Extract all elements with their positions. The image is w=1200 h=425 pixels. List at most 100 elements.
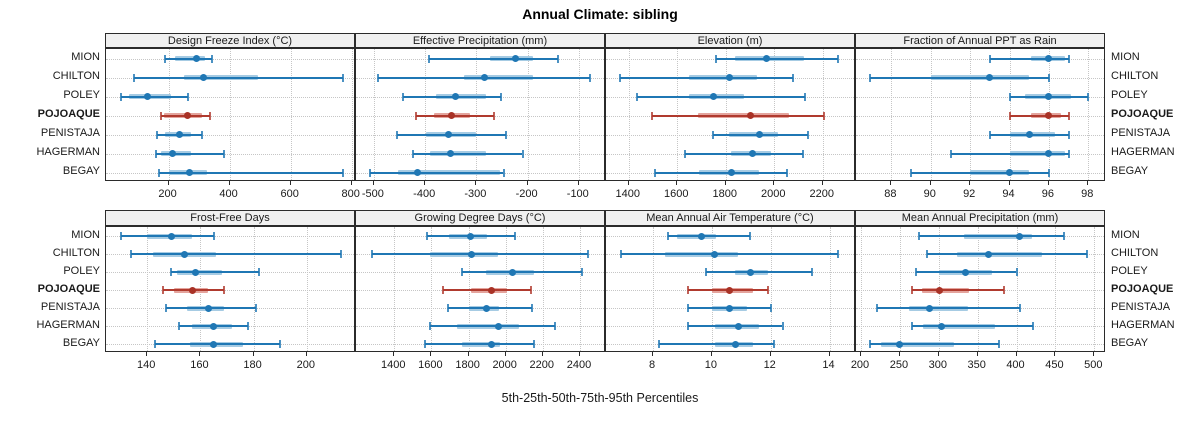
percentile-whisker-5-95: [424, 343, 535, 345]
median-dot-chilton: [181, 250, 188, 258]
vertical-gridline: [970, 49, 972, 180]
axis-tick-label: 500: [1084, 359, 1103, 371]
site-label-left-chilton: CHILTON: [52, 70, 100, 82]
whisker-cap-5th: [154, 340, 157, 348]
axis-tick: [467, 352, 469, 356]
horizontal-gridline: [856, 115, 1104, 117]
whisker-cap-5th: [619, 250, 622, 258]
whisker-cap-5th: [119, 232, 122, 240]
vertical-gridline: [891, 49, 893, 180]
whisker-cap-5th: [178, 322, 181, 330]
vertical-gridline: [1088, 49, 1090, 180]
axis-tick: [860, 352, 861, 356]
median-dot-mion: [167, 232, 175, 240]
vertical-gridline: [861, 227, 862, 351]
median-dot-poley: [143, 93, 151, 100]
whisker-cap-95th: [211, 54, 214, 63]
horizontal-gridline: [856, 96, 1104, 98]
horizontal-gridline: [856, 58, 1104, 60]
axis-tick: [305, 352, 307, 356]
site-label-right-begay: BEGAY: [1111, 165, 1149, 177]
vertical-gridline: [306, 227, 308, 351]
whisker-cap-95th: [556, 54, 559, 63]
vertical-gridline: [628, 49, 630, 180]
percentile-whisker-5-95: [448, 307, 532, 309]
site-label-left-chilton: CHILTON: [52, 246, 100, 259]
whisker-cap-5th: [687, 304, 690, 312]
whisker-cap-5th: [868, 73, 871, 82]
whisker-cap-5th: [442, 286, 445, 294]
median-dot-pojoaque: [936, 286, 943, 294]
axis-tick: [526, 181, 528, 185]
whisker-cap-95th: [530, 304, 533, 312]
axis-tick-label: -200: [515, 188, 538, 200]
whisker-cap-95th: [801, 149, 804, 158]
axis-tick: [289, 181, 291, 185]
panel-title-elevation-m-: Elevation (m): [697, 34, 763, 47]
axis-tick-label: 400: [1006, 359, 1025, 371]
vertical-gridline: [1055, 227, 1057, 351]
panel-title-effective-precipitation-mm-: Effective Precipitation (mm): [412, 34, 548, 47]
whisker-cap-5th: [636, 92, 638, 101]
whisker-cap-95th: [785, 168, 788, 177]
panel-plot-elevation-m-: [605, 48, 855, 181]
axis-tick-label: 160: [190, 359, 209, 371]
whisker-cap-5th: [619, 73, 622, 82]
median-dot-begay: [896, 340, 904, 348]
panel-plot-frost-free-days: [105, 226, 355, 352]
panel-title-frost-free-days: Frost-Free Days: [190, 212, 270, 224]
panel-header-effective-precipitation-mm-: Effective Precipitation (mm): [355, 33, 605, 48]
percentile-whisker-5-95: [654, 171, 787, 174]
vertical-gridline: [373, 49, 375, 180]
percentile-whisker-5-95: [443, 289, 532, 291]
whisker-cap-5th: [876, 304, 879, 312]
percentile-whisker-5-95: [912, 325, 1033, 327]
panel-header-design-freeze-index-c-: Design Freeze Index (°C): [105, 33, 355, 48]
axis-tick-label: 96: [1041, 188, 1055, 200]
vertical-gridline: [542, 227, 544, 351]
percentile-whisker-5-95: [371, 253, 589, 255]
vertical-gridline: [829, 227, 831, 351]
median-dot-pojoaque: [448, 112, 456, 119]
axis-tick: [424, 181, 426, 185]
whisker-cap-5th: [155, 130, 158, 139]
panel-header-growing-degree-days-c-: Growing Degree Days (°C): [355, 210, 605, 226]
whisker-cap-95th: [521, 149, 524, 158]
whisker-cap-95th: [766, 286, 769, 294]
axis-tick-label: 450: [1045, 359, 1064, 371]
axis-tick: [228, 181, 230, 185]
whisker-cap-5th: [159, 111, 162, 120]
vertical-gridline: [147, 227, 149, 351]
percentile-whisker-5-95: [918, 235, 1064, 237]
whisker-cap-5th: [712, 130, 715, 139]
axis-tick: [1015, 352, 1017, 356]
whisker-cap-95th: [223, 286, 226, 294]
whisker-cap-95th: [187, 92, 190, 101]
whisker-cap-95th: [342, 168, 345, 177]
whisker-cap-95th: [342, 73, 345, 82]
site-label-right-hagerman: HAGERMAN: [1111, 318, 1175, 331]
panel-title-mean-annual-air-temperature-c-: Mean Annual Air Temperature (°C): [646, 212, 814, 224]
axis-tick-label: 200: [850, 359, 870, 371]
whisker-cap-95th: [1063, 232, 1065, 240]
axis-tick: [430, 352, 432, 356]
percentile-whisker-5-95: [131, 253, 342, 255]
axis-tick-label: 2000: [492, 359, 517, 371]
axis-tick: [1047, 181, 1049, 185]
whisker-cap-95th: [1067, 54, 1070, 63]
axis-tick-label: -400: [413, 188, 436, 200]
percentile-whisker-5-95: [369, 171, 504, 174]
median-dot-pojoaque: [188, 286, 196, 294]
axis-tick-label: 90: [923, 188, 936, 200]
whisker-cap-95th: [257, 268, 260, 276]
axis-tick-label: 1600: [664, 188, 689, 200]
whisker-cap-5th: [657, 340, 660, 348]
axis-tick: [828, 352, 830, 356]
percentile-whisker-5-95: [402, 95, 501, 98]
whisker-cap-5th: [170, 268, 173, 276]
whisker-cap-5th: [164, 304, 167, 312]
percentile-whisker-5-95: [950, 152, 1069, 155]
axis-tick: [969, 181, 971, 185]
median-dot-begay: [210, 340, 218, 348]
median-dot-begay: [727, 169, 735, 176]
